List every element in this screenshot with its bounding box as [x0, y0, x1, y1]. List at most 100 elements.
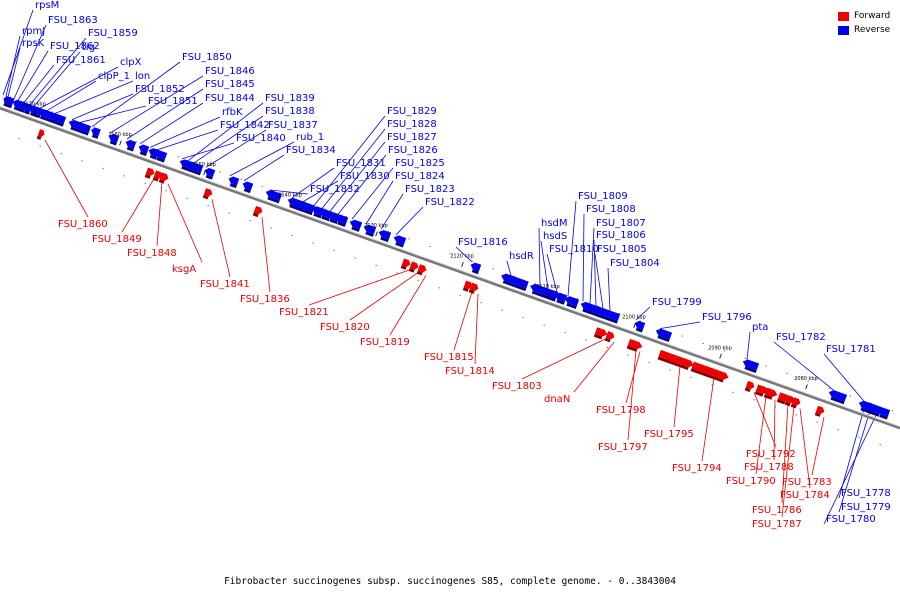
forward-gene — [744, 380, 755, 393]
leader-line — [506, 260, 512, 276]
reverse-gene-label: hsdS — [543, 231, 567, 242]
minor-tick — [597, 305, 599, 307]
minor-tick — [144, 182, 146, 184]
minor-tick — [513, 275, 515, 277]
leader-line — [538, 227, 541, 287]
forward-gene — [626, 338, 637, 351]
minor-tick — [639, 320, 641, 322]
leader-line — [313, 115, 386, 206]
leader-line — [546, 253, 558, 293]
forward-gene-label: FSU_1798 — [596, 405, 646, 416]
leader-line — [156, 129, 219, 151]
reverse-gene-label: hsdM — [541, 218, 568, 229]
reverse-gene-label: hsdR — [509, 251, 534, 262]
forward-gene-label: FSU_1820 — [320, 322, 370, 333]
forward-gene-label: ksgA — [172, 264, 196, 275]
reverse-gene — [564, 296, 580, 310]
scale-tick-label: 2110 kbp — [536, 284, 560, 290]
minor-tick — [408, 238, 410, 240]
forward-gene — [408, 261, 419, 273]
scale-tick — [33, 109, 36, 115]
minor-tick — [765, 365, 767, 367]
minor-tick — [165, 190, 167, 192]
genome-backbone-highlight — [0, 106, 900, 427]
forward-gene-label: FSU_1797 — [598, 442, 648, 453]
reverse-gene-label: clpP_1 — [98, 71, 130, 82]
scale-tick-label: 2170 kbp — [22, 101, 46, 107]
leader-line — [593, 239, 597, 306]
leader-line — [589, 227, 595, 304]
leader-line — [594, 253, 604, 309]
minor-tick — [774, 406, 776, 408]
forward-gene-label: FSU_1783 — [782, 477, 832, 488]
leader-line — [453, 291, 473, 351]
minor-tick — [744, 357, 746, 359]
scale-tick — [719, 353, 722, 359]
reverse-gene-label: FSU_1825 — [395, 158, 445, 169]
leader-line — [39, 66, 119, 109]
forward-gene — [814, 405, 825, 417]
reverse-gene-label: FSU_1827 — [387, 132, 437, 143]
reverse-gene-label: FSU_1810 — [549, 244, 599, 255]
forward-gene-label: FSU_1786 — [752, 505, 802, 516]
minor-tick — [186, 197, 188, 199]
reverse-gene-label: FSU_1834 — [286, 145, 336, 156]
forward-gene — [416, 264, 427, 276]
minor-tick — [135, 141, 137, 143]
forward-gene-label: FSU_1821 — [279, 307, 329, 318]
reverse-gene-label: FSU_1807 — [596, 218, 646, 229]
leader-line — [167, 183, 203, 263]
leader-line — [627, 350, 637, 441]
minor-tick — [807, 380, 809, 382]
leader-line — [521, 338, 606, 380]
scale-tick — [547, 292, 550, 298]
gene-features — [3, 96, 891, 420]
legend-reverse: Reverse — [838, 23, 890, 37]
scale-tick-label: 2130 kbp — [364, 223, 388, 229]
leader-line — [838, 401, 867, 499]
minor-tick — [669, 369, 671, 371]
reverse-gene-label: FSU_1832 — [310, 184, 360, 195]
minor-tick — [522, 317, 524, 319]
reverse-gene-label: lon — [135, 71, 150, 82]
scale-tick-label: 2080 kbp — [794, 376, 818, 382]
reverse-gene — [228, 176, 240, 189]
minor-tick — [282, 193, 284, 195]
reverse-gene-label: FSU_1824 — [395, 171, 445, 182]
leader-line — [33, 51, 81, 107]
forward-gene — [158, 172, 169, 184]
leader-line — [211, 199, 231, 278]
forward-gene — [202, 188, 213, 200]
reverse-gene-label: FSU_1862 — [50, 41, 100, 52]
forward-gene — [462, 280, 473, 292]
leader-line — [269, 189, 309, 195]
minor-tick — [324, 208, 326, 210]
reverse-gene — [138, 144, 150, 157]
minor-tick — [102, 167, 104, 169]
minor-tick — [711, 384, 713, 386]
leader-line — [389, 275, 427, 336]
reverse-gene-label: FSU_1780 — [826, 514, 876, 525]
forward-gene — [468, 282, 479, 294]
leader-line — [349, 272, 419, 321]
minor-tick — [471, 260, 473, 262]
minor-tick — [387, 230, 389, 232]
forward-gene-label: FSU_1841 — [200, 279, 250, 290]
scale-tick — [119, 140, 122, 146]
reverse-gene-label: FSU_1778 — [841, 488, 891, 499]
leader-line — [321, 128, 386, 209]
minor-tick — [732, 391, 734, 393]
forward-gene-label: FSU_1849 — [92, 234, 142, 245]
forward-gene — [754, 384, 769, 397]
reverse-gene — [378, 230, 392, 243]
minor-tick — [753, 399, 755, 401]
leader-line — [753, 391, 777, 448]
minor-tick — [123, 175, 125, 177]
leader-line — [701, 377, 715, 462]
leader-line — [126, 88, 204, 140]
minor-tick — [681, 335, 683, 337]
reverse-gene — [125, 139, 137, 152]
minor-tick — [702, 342, 704, 344]
reverse-gene-label: FSU_1816 — [458, 237, 508, 248]
forward-gene — [400, 258, 411, 270]
